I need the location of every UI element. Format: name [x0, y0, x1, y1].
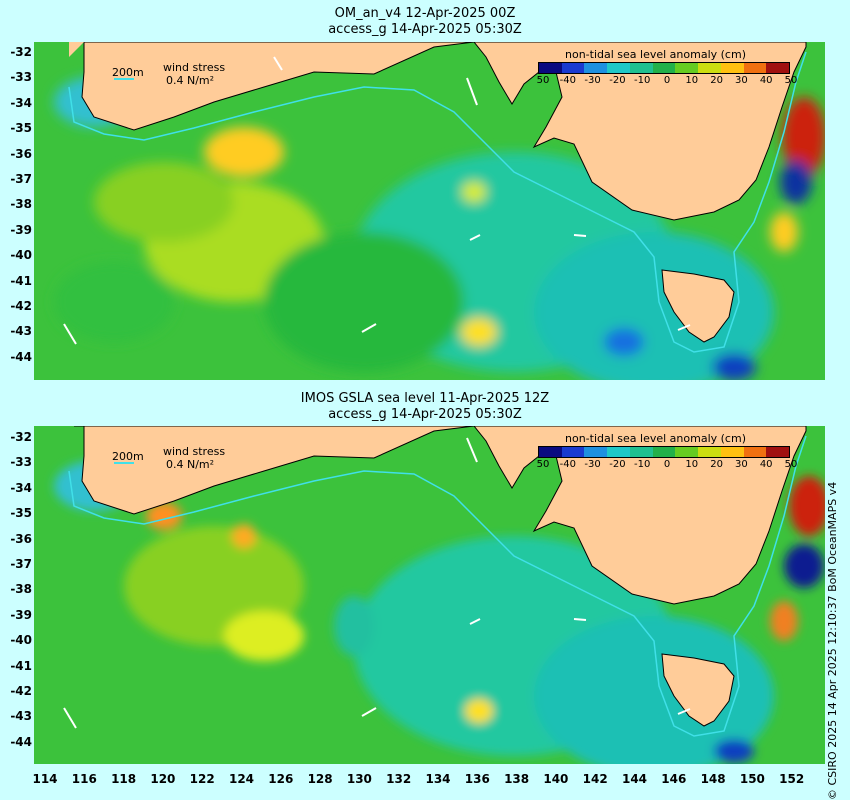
- latitude-label: -39: [10, 607, 32, 622]
- longitude-label: 118: [111, 772, 137, 786]
- latitude-label: -39: [10, 222, 32, 237]
- latitude-label: -36: [10, 146, 32, 161]
- longitude-label: 120: [150, 772, 176, 786]
- latitude-label: -43: [10, 709, 32, 724]
- panel2-colorbar-title: non-tidal sea level anomaly (cm): [565, 432, 746, 445]
- colorbar-tick: 20: [710, 75, 723, 86]
- longitude-label: 114: [32, 772, 58, 786]
- longitude-label: 140: [543, 772, 569, 786]
- latitude-label: -38: [10, 197, 32, 212]
- panel1-title-line1: OM_an_v4 12-Apr-2025 00Z: [334, 6, 516, 21]
- latitude-label: -43: [10, 324, 32, 339]
- colorbar-tick: -20: [609, 75, 626, 86]
- latitude-label: -35: [10, 121, 32, 136]
- credit-text: © CSIRO 2025 14 Apr 2025 12:10:37 BoM Oc…: [826, 481, 839, 800]
- colorbar-tick: -40: [559, 459, 576, 470]
- colorbar-tick: -10: [634, 459, 651, 470]
- colorbar-tick: -30: [584, 75, 601, 86]
- longitude-label: 148: [700, 772, 726, 786]
- latitude-label: -41: [10, 273, 32, 288]
- panel1-map: [34, 42, 825, 380]
- colorbar-tick: -30: [584, 459, 601, 470]
- latitude-label: -44: [10, 349, 32, 364]
- longitude-label: 116: [71, 772, 97, 786]
- longitude-label: 138: [504, 772, 530, 786]
- longitude-label: 130: [346, 772, 372, 786]
- latitude-label: -33: [10, 70, 32, 85]
- panel2-title-line2: access_g 14-Apr-2025 05:30Z: [328, 407, 522, 422]
- colorbar-tick: 50: [536, 459, 550, 470]
- latitude-label: -44: [10, 734, 32, 749]
- colorbar-tick: 50: [784, 75, 798, 86]
- longitude-label: 124: [228, 772, 255, 786]
- latitude-label: -34: [10, 480, 32, 495]
- longitude-label: 126: [268, 772, 294, 786]
- longitude-label: 136: [464, 772, 490, 786]
- colorbar-tick: 30: [735, 75, 748, 86]
- latitude-label: -32: [10, 430, 32, 444]
- longitude-label: 122: [189, 772, 215, 786]
- panel2-isobath-label: 200m: [112, 450, 144, 463]
- latitude-label: -37: [10, 557, 32, 571]
- longitude-label: 146: [661, 772, 687, 786]
- colorbar-tick: 10: [685, 75, 699, 86]
- longitude-label: 150: [739, 772, 765, 786]
- colorbar-tick: 40: [759, 459, 773, 470]
- panel1-wind-scale: 0.4 N/m²: [166, 74, 215, 87]
- longitude-label: 132: [386, 772, 412, 786]
- latitude-label: -35: [10, 506, 32, 521]
- latitude-label: -40: [10, 633, 32, 648]
- colorbar-tick: 40: [759, 75, 773, 86]
- panel2-title-line1: IMOS GSLA sea level 11-Apr-2025 12Z: [300, 391, 550, 406]
- colorbar-tick: 50: [536, 75, 550, 86]
- latitude-label: -37: [10, 172, 32, 186]
- longitude-label: 134: [425, 772, 451, 786]
- latitude-label: -41: [10, 658, 32, 673]
- colorbar-tick: 0: [663, 75, 671, 86]
- panel2-map: [34, 426, 825, 764]
- latitude-label: -33: [10, 455, 32, 470]
- longitude-label: 144: [621, 772, 648, 786]
- panel1-title-line2: access_g 14-Apr-2025 05:30Z: [328, 22, 522, 37]
- latitude-label: -40: [10, 248, 32, 263]
- colorbar-tick: 30: [735, 459, 748, 470]
- colorbar-tick: -20: [609, 459, 626, 470]
- colorbar-tick: 0: [663, 459, 671, 470]
- longitude-label: 142: [582, 772, 608, 786]
- latitude-label: -32: [10, 45, 32, 59]
- colorbar-tick: 20: [710, 459, 723, 470]
- panel1-isobath-label: 200m: [112, 66, 144, 79]
- panel1-colorbar-title: non-tidal sea level anomaly (cm): [565, 48, 746, 61]
- latitude-label: -38: [10, 582, 32, 597]
- colorbar-tick: 10: [685, 459, 699, 470]
- panel1-wind-label: wind stress: [163, 61, 226, 74]
- colorbar-tick: 50: [784, 459, 798, 470]
- latitude-label: -42: [10, 684, 32, 698]
- colorbar-tick: -10: [634, 75, 651, 86]
- latitude-label: -42: [10, 299, 32, 313]
- panel2-wind-scale: 0.4 N/m²: [166, 458, 215, 471]
- panel1-colorbar: [538, 62, 790, 74]
- colorbar-tick: -40: [559, 75, 576, 86]
- latitude-label: -34: [10, 95, 32, 110]
- latitude-label: -36: [10, 531, 32, 546]
- panel2-colorbar: [538, 446, 790, 458]
- longitude-label: 128: [307, 772, 333, 786]
- panel2-wind-label: wind stress: [163, 445, 226, 458]
- longitude-label: 152: [779, 772, 805, 786]
